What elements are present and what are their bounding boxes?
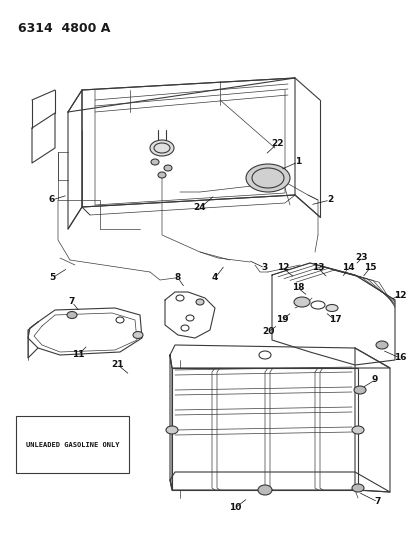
Text: 9: 9 — [371, 376, 377, 384]
Ellipse shape — [375, 341, 387, 349]
Ellipse shape — [196, 299, 204, 305]
Text: 7: 7 — [69, 297, 75, 306]
Ellipse shape — [166, 426, 178, 434]
Text: UNLEADED GASOLINE ONLY: UNLEADED GASOLINE ONLY — [26, 441, 119, 448]
Text: 22: 22 — [271, 139, 283, 148]
Ellipse shape — [245, 164, 289, 192]
Text: 3: 3 — [261, 263, 267, 272]
Ellipse shape — [157, 172, 166, 178]
Text: 12: 12 — [276, 263, 288, 272]
Ellipse shape — [351, 484, 363, 492]
Text: 15: 15 — [363, 263, 375, 272]
Text: 16: 16 — [393, 353, 405, 362]
Ellipse shape — [325, 304, 337, 311]
Ellipse shape — [164, 165, 172, 171]
Text: 6: 6 — [49, 196, 55, 205]
Ellipse shape — [257, 485, 271, 495]
Text: 6314  4800 A: 6314 4800 A — [18, 22, 110, 35]
Text: 2: 2 — [326, 196, 332, 205]
Ellipse shape — [67, 311, 77, 319]
FancyBboxPatch shape — [16, 416, 129, 473]
Text: 11: 11 — [72, 351, 84, 359]
Text: 4: 4 — [211, 273, 218, 282]
Text: 8: 8 — [175, 273, 181, 282]
Ellipse shape — [351, 426, 363, 434]
Text: 5: 5 — [49, 273, 55, 282]
Ellipse shape — [151, 159, 159, 165]
Text: 21: 21 — [112, 360, 124, 369]
Text: 17: 17 — [328, 316, 340, 325]
Ellipse shape — [133, 332, 143, 338]
Text: 14: 14 — [341, 263, 353, 272]
Text: 7: 7 — [374, 497, 380, 506]
Ellipse shape — [150, 140, 173, 156]
Text: 1: 1 — [294, 157, 300, 166]
Ellipse shape — [293, 297, 309, 307]
Text: 13: 13 — [311, 263, 324, 272]
Text: 23: 23 — [355, 254, 367, 262]
Text: 10: 10 — [228, 504, 240, 513]
Text: 12: 12 — [393, 290, 405, 300]
Text: 19: 19 — [275, 316, 288, 325]
Ellipse shape — [353, 386, 365, 394]
Text: 20: 20 — [261, 327, 274, 336]
Text: 18: 18 — [291, 284, 303, 293]
Text: 24: 24 — [193, 204, 206, 213]
